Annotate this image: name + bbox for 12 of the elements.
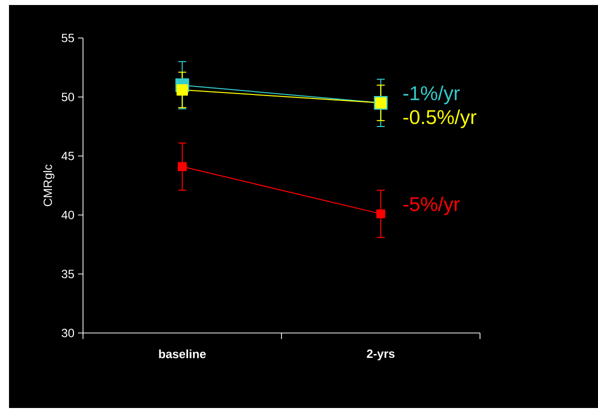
series-label: -1%/yr	[403, 86, 460, 104]
x-tick-label: baseline	[159, 349, 206, 358]
y-axis-title: CMRglc	[43, 164, 54, 206]
y-tick-label: 35	[62, 270, 74, 278]
y-tick-label: 50	[62, 92, 74, 102]
y-tick-label: 40	[61, 210, 74, 220]
x-tick-label: 2-yrs	[366, 349, 395, 360]
y-tick-label: 30	[62, 328, 74, 338]
y-tick-label: 55	[62, 34, 74, 42]
series-label: -0.5%/yr	[403, 110, 476, 128]
y-tick-label: 45	[61, 152, 74, 160]
series-label: -5%/yr	[403, 196, 460, 216]
